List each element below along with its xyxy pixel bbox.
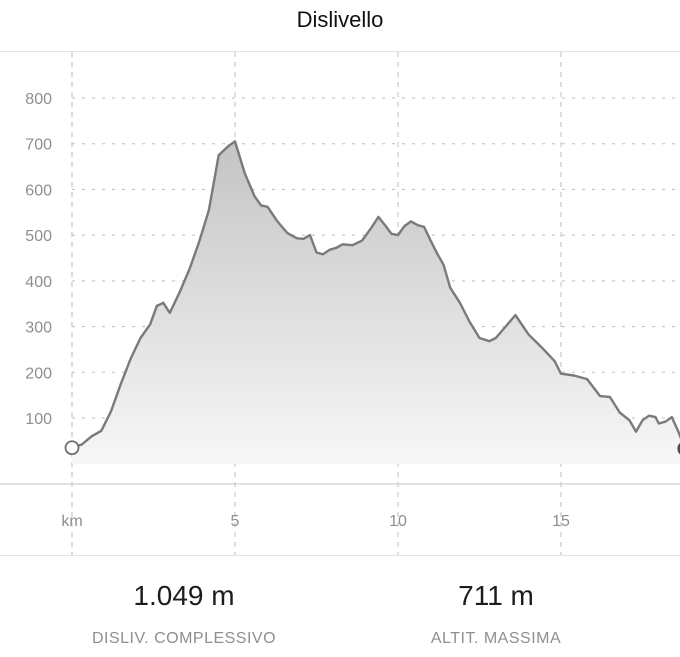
y-tick-label: 500 xyxy=(25,228,52,245)
max-altitude-value: 711 m xyxy=(458,580,534,611)
y-tick-label: 400 xyxy=(25,274,52,291)
elevation-line xyxy=(71,140,680,449)
x-tick-label: 10 xyxy=(389,513,407,530)
start-point-marker xyxy=(64,440,80,456)
y-tick-label: 800 xyxy=(25,91,52,108)
elevation-chart: 100 200 300 400 500 600 700 800 km 5 10 15 xyxy=(0,52,680,555)
stat-max-altitude: 711 m ALTIT. MASSIMA xyxy=(346,578,646,648)
total-climb-value: 1.049 m xyxy=(133,580,235,611)
total-climb-label: DISLIV. COMPLESSIVO xyxy=(91,630,277,647)
y-tick-label: 200 xyxy=(25,365,52,382)
y-tick-label: 600 xyxy=(25,182,52,199)
page-title: Dislivello xyxy=(0,0,680,52)
x-tick-label: 15 xyxy=(552,513,570,530)
y-tick-label: 700 xyxy=(25,137,52,154)
y-tick-label: 100 xyxy=(25,411,52,428)
x-tick-label: 5 xyxy=(231,513,240,530)
stat-total-climb: 1.049 m DISLIV. COMPLESSIVO xyxy=(34,578,334,648)
x-axis-unit-label: km xyxy=(61,513,82,530)
end-point-marker xyxy=(677,442,680,455)
stats-divider xyxy=(0,555,680,556)
elevation-area xyxy=(72,141,680,464)
y-tick-label: 300 xyxy=(25,320,52,337)
max-altitude-label: ALTIT. MASSIMA xyxy=(430,630,562,647)
